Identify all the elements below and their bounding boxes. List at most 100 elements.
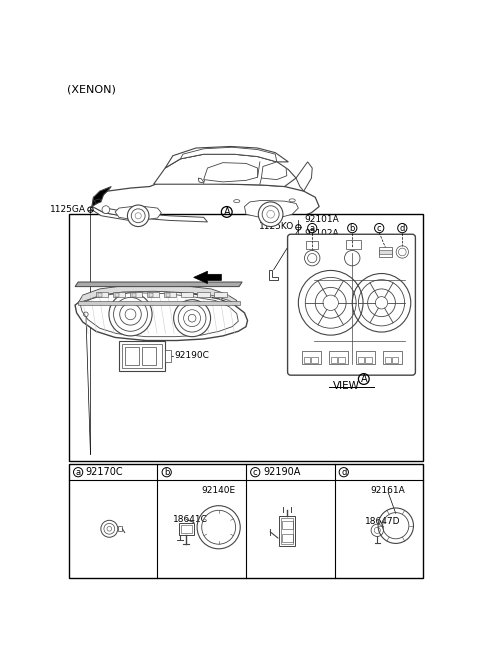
Circle shape — [184, 310, 201, 327]
Bar — [392, 357, 398, 363]
Bar — [282, 534, 293, 542]
Polygon shape — [165, 146, 288, 168]
Polygon shape — [75, 282, 242, 287]
Polygon shape — [75, 290, 248, 340]
Polygon shape — [78, 285, 237, 305]
Bar — [331, 357, 337, 363]
Bar — [181, 525, 192, 533]
Bar — [130, 292, 142, 297]
Bar — [306, 241, 318, 249]
Polygon shape — [193, 271, 221, 283]
Bar — [165, 350, 171, 362]
Bar — [132, 293, 136, 297]
Circle shape — [131, 209, 145, 222]
Polygon shape — [262, 162, 287, 180]
Bar — [69, 464, 423, 578]
Polygon shape — [92, 186, 111, 207]
Text: 18641C: 18641C — [172, 515, 207, 524]
Text: 92102A: 92102A — [304, 229, 339, 238]
Text: a: a — [310, 224, 315, 233]
Bar — [125, 346, 139, 365]
Text: A: A — [223, 207, 230, 217]
Bar — [379, 247, 392, 256]
Polygon shape — [154, 154, 296, 186]
Bar — [338, 357, 345, 363]
Text: b: b — [164, 468, 169, 477]
Bar — [119, 340, 165, 371]
Bar — [78, 301, 240, 305]
Bar — [122, 344, 162, 368]
Bar — [113, 292, 125, 297]
Text: 18647D: 18647D — [365, 516, 400, 525]
Bar — [304, 357, 310, 363]
Polygon shape — [204, 163, 258, 182]
Bar — [215, 292, 227, 297]
Bar — [115, 293, 119, 297]
Circle shape — [262, 206, 279, 222]
Text: c: c — [377, 224, 382, 233]
Bar — [281, 518, 293, 544]
Polygon shape — [94, 199, 101, 203]
Text: 92190A: 92190A — [263, 467, 300, 477]
Polygon shape — [269, 270, 278, 281]
Polygon shape — [244, 200, 299, 217]
Text: 92140E: 92140E — [202, 486, 236, 495]
Bar — [282, 521, 293, 529]
Bar — [147, 292, 159, 297]
Polygon shape — [180, 147, 277, 162]
Bar — [379, 251, 392, 253]
Text: 92161A: 92161A — [371, 486, 406, 495]
Bar — [149, 293, 153, 297]
Bar — [365, 357, 372, 363]
Circle shape — [114, 297, 147, 331]
Circle shape — [267, 211, 275, 218]
Text: a: a — [75, 468, 81, 477]
Text: A: A — [360, 374, 367, 384]
Text: 1125GA: 1125GA — [50, 205, 86, 214]
Circle shape — [258, 202, 283, 226]
Bar — [118, 527, 122, 531]
Text: 1125KO: 1125KO — [259, 222, 295, 231]
Bar — [180, 292, 193, 297]
Bar — [358, 357, 364, 363]
Polygon shape — [198, 178, 204, 182]
Text: b: b — [349, 224, 355, 233]
Ellipse shape — [289, 199, 295, 202]
Text: c: c — [253, 468, 258, 477]
Bar — [98, 293, 102, 297]
Bar — [197, 292, 210, 297]
Circle shape — [120, 304, 141, 325]
Circle shape — [109, 293, 152, 336]
Text: 92190C: 92190C — [174, 352, 209, 360]
Bar — [312, 357, 318, 363]
Text: (XENON): (XENON) — [67, 85, 116, 95]
Bar — [329, 350, 348, 364]
Circle shape — [127, 205, 149, 226]
Circle shape — [135, 213, 141, 219]
Circle shape — [102, 206, 110, 213]
FancyBboxPatch shape — [288, 234, 415, 375]
Circle shape — [178, 304, 206, 332]
Polygon shape — [92, 179, 319, 222]
Polygon shape — [81, 293, 238, 337]
Bar — [383, 350, 402, 364]
Polygon shape — [296, 162, 312, 191]
Bar — [346, 239, 361, 249]
Bar — [96, 292, 108, 297]
Bar — [166, 293, 170, 297]
Bar — [69, 215, 423, 461]
Bar — [142, 346, 156, 365]
Polygon shape — [115, 206, 161, 220]
Ellipse shape — [234, 199, 240, 203]
Text: d: d — [341, 468, 347, 477]
Polygon shape — [104, 208, 207, 222]
Text: 92170C: 92170C — [86, 467, 123, 477]
Bar — [279, 516, 295, 546]
Text: 92101A: 92101A — [304, 215, 339, 224]
Text: d: d — [400, 224, 405, 233]
Circle shape — [174, 300, 211, 337]
Bar — [179, 523, 194, 535]
Bar — [164, 292, 176, 297]
Bar — [384, 357, 391, 363]
Bar — [302, 350, 322, 364]
